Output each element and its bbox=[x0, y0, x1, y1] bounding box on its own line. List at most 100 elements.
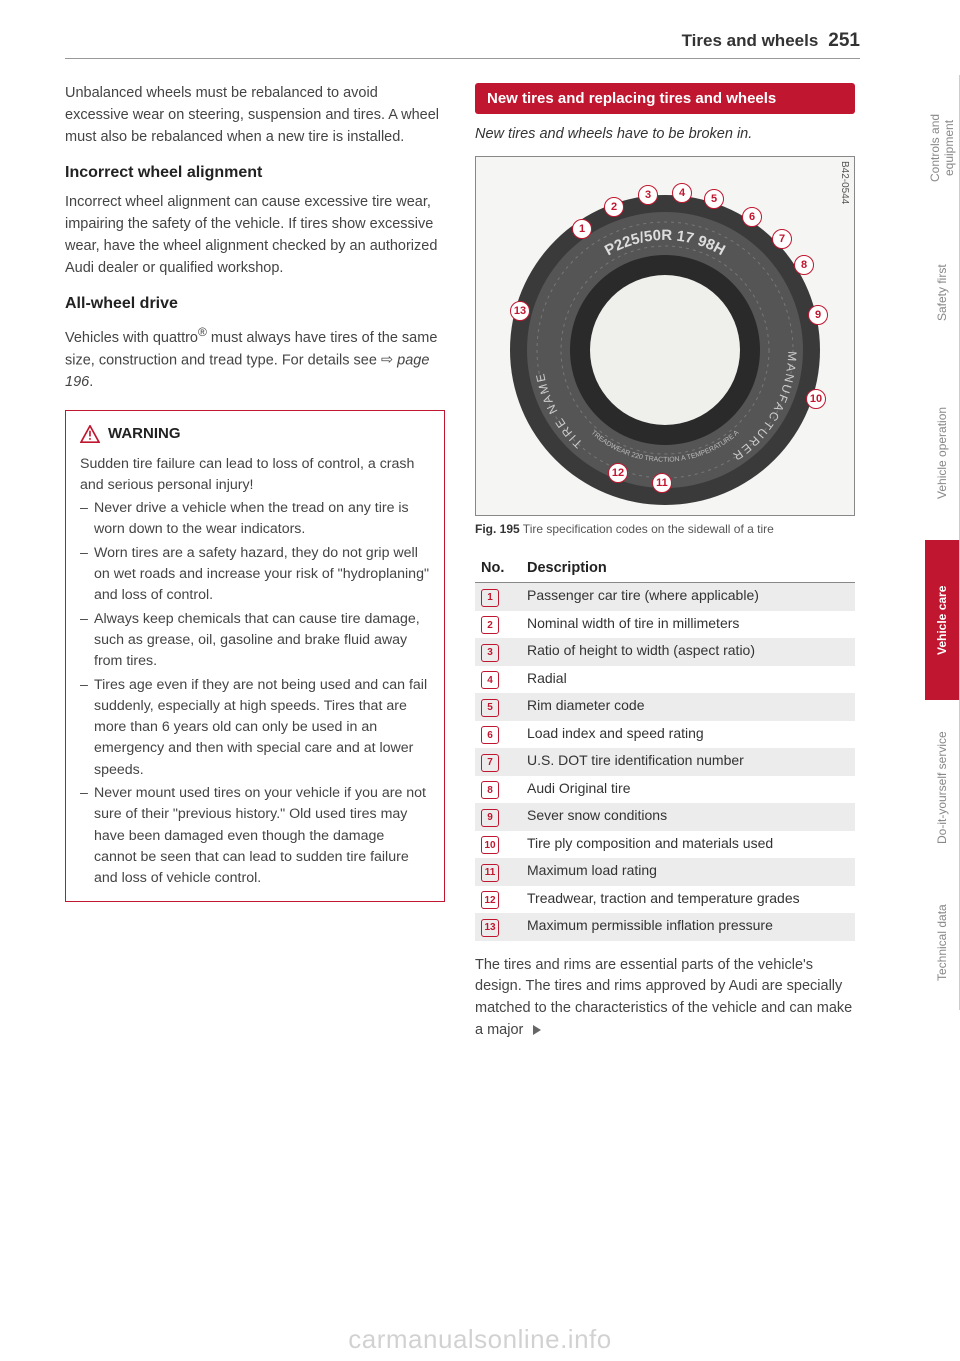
awd-text-a: Vehicles with quattro bbox=[65, 330, 198, 346]
cell-desc: Audi Original tire bbox=[521, 776, 855, 804]
side-tab[interactable]: Safety first bbox=[925, 220, 960, 365]
warning-triangle-icon bbox=[80, 425, 100, 443]
table-row: 5 Rim diameter code bbox=[475, 693, 855, 721]
callout-13: 13 bbox=[510, 301, 530, 321]
figure-caption-text: Tire specification codes on the sidewall… bbox=[520, 522, 774, 536]
lead-text: New tires and wheels have to be broken i… bbox=[475, 126, 855, 142]
cell-desc: Maximum permissible inflation pressure bbox=[521, 913, 855, 941]
th-desc: Description bbox=[521, 554, 855, 583]
cell-no: 3 bbox=[475, 638, 521, 666]
table-row: 6 Load index and speed rating bbox=[475, 721, 855, 749]
heading-awd: All-wheel drive bbox=[65, 295, 445, 313]
cell-desc: Ratio of height to width (aspect ratio) bbox=[521, 638, 855, 666]
warning-title: WARNING bbox=[108, 423, 181, 446]
para-alignment: Incorrect wheel alignment can cause exce… bbox=[65, 192, 445, 279]
figure-caption: Fig. 195 Tire specification codes on the… bbox=[475, 522, 855, 536]
row-number-badge: 8 bbox=[481, 781, 499, 799]
side-tab[interactable]: Vehicle care bbox=[925, 540, 960, 700]
warning-heading: WARNING bbox=[80, 423, 430, 446]
warning-item: Never drive a vehicle when the tread on … bbox=[80, 498, 430, 541]
warning-item: Tires age even if they are not being use… bbox=[80, 675, 430, 781]
row-number-badge: 9 bbox=[481, 809, 499, 827]
row-number-badge: 11 bbox=[481, 864, 499, 882]
row-number-badge: 12 bbox=[481, 891, 499, 909]
cell-no: 7 bbox=[475, 748, 521, 776]
closing-para: The tires and rims are essential parts o… bbox=[475, 955, 855, 1042]
row-number-badge: 6 bbox=[481, 726, 499, 744]
heading-alignment: Incorrect wheel alignment bbox=[65, 164, 445, 182]
table-row: 11 Maximum load rating bbox=[475, 858, 855, 886]
side-tab[interactable]: Technical data bbox=[925, 875, 960, 1010]
callout-8: 8 bbox=[794, 255, 814, 275]
row-number-badge: 2 bbox=[481, 616, 499, 634]
table-row: 12Treadwear, traction and temperature gr… bbox=[475, 886, 855, 914]
th-no: No. bbox=[475, 554, 521, 583]
row-number-badge: 4 bbox=[481, 671, 499, 689]
page-number: 251 bbox=[828, 30, 860, 52]
callout-6: 6 bbox=[742, 207, 762, 227]
warning-list: Never drive a vehicle when the tread on … bbox=[80, 498, 430, 889]
content-columns: Unbalanced wheels must be rebalanced to … bbox=[65, 83, 860, 1058]
cell-desc: Nominal width of tire in millimeters bbox=[521, 611, 855, 639]
cell-no: 13 bbox=[475, 913, 521, 941]
callout-5: 5 bbox=[704, 189, 724, 209]
row-number-badge: 13 bbox=[481, 919, 499, 937]
page-header: Tires and wheels 251 bbox=[65, 30, 860, 59]
link-arrow-icon: ⇨ bbox=[381, 350, 393, 372]
warning-item: Never mount used tires on your vehicle i… bbox=[80, 783, 430, 889]
figure-box: B42-0544 P225/50R 17 98H bbox=[475, 156, 855, 516]
para-awd: Vehicles with quattro® must always have … bbox=[65, 323, 445, 394]
cell-desc: Rim diameter code bbox=[521, 693, 855, 721]
cell-desc: Maximum load rating bbox=[521, 858, 855, 886]
figure-code: B42-0544 bbox=[839, 161, 850, 204]
callout-1: 1 bbox=[572, 219, 592, 239]
warning-item: Worn tires are a safety hazard, they do … bbox=[80, 543, 430, 607]
cell-no: 10 bbox=[475, 831, 521, 859]
watermark: carmanualsonline.info bbox=[0, 1324, 960, 1355]
section-bar: New tires and replacing tires and wheels bbox=[475, 83, 855, 114]
left-column: Unbalanced wheels must be rebalanced to … bbox=[65, 83, 445, 1058]
row-number-badge: 3 bbox=[481, 644, 499, 662]
cell-desc: Load index and speed rating bbox=[521, 721, 855, 749]
side-tab[interactable]: Vehicle operation bbox=[925, 365, 960, 540]
cell-desc: Sever snow conditions bbox=[521, 803, 855, 831]
table-row: 13 Maximum permissible inflation pressure bbox=[475, 913, 855, 941]
row-number-badge: 10 bbox=[481, 836, 499, 854]
table-row: 9 Sever snow conditions bbox=[475, 803, 855, 831]
warning-item: Always keep chemicals that can cause tir… bbox=[80, 609, 430, 673]
cell-no: 1 bbox=[475, 583, 521, 611]
figure-caption-num: Fig. 195 bbox=[475, 522, 520, 536]
warning-intro: Sudden tire failure can lead to loss of … bbox=[80, 454, 430, 497]
side-tabs: Controls and equipmentSafety firstVehicl… bbox=[925, 75, 960, 1010]
header-title: Tires and wheels bbox=[682, 31, 819, 51]
cell-no: 12 bbox=[475, 886, 521, 914]
right-column: New tires and replacing tires and wheels… bbox=[475, 83, 855, 1058]
callout-10: 10 bbox=[806, 389, 826, 409]
cell-desc: Passenger car tire (where applicable) bbox=[521, 583, 855, 611]
callout-7: 7 bbox=[772, 229, 792, 249]
callout-3: 3 bbox=[638, 185, 658, 205]
side-tab[interactable]: Do-it-yourself service bbox=[925, 700, 960, 875]
continue-arrow-icon bbox=[533, 1025, 541, 1035]
side-tab[interactable]: Controls and equipment bbox=[925, 75, 960, 220]
cell-desc: Radial bbox=[521, 666, 855, 694]
cell-no: 11 bbox=[475, 858, 521, 886]
row-number-badge: 1 bbox=[481, 589, 499, 607]
row-number-badge: 5 bbox=[481, 699, 499, 717]
table-row: 3 Ratio of height to width (aspect ratio) bbox=[475, 638, 855, 666]
callout-9: 9 bbox=[808, 305, 828, 325]
cell-no: 6 bbox=[475, 721, 521, 749]
callout-2: 2 bbox=[604, 197, 624, 217]
page: Tires and wheels 251 Unbalanced wheels m… bbox=[0, 0, 880, 1078]
callout-12: 12 bbox=[608, 463, 628, 483]
table-row: 10Tire ply composition and materials use… bbox=[475, 831, 855, 859]
warning-box: WARNING Sudden tire failure can lead to … bbox=[65, 410, 445, 902]
para-unbalanced: Unbalanced wheels must be rebalanced to … bbox=[65, 83, 445, 148]
closing-text: The tires and rims are essential parts o… bbox=[475, 957, 852, 1038]
callout-4: 4 bbox=[672, 183, 692, 203]
cell-no: 4 bbox=[475, 666, 521, 694]
description-table: No. Description 1 Passenger car tire (whe… bbox=[475, 554, 855, 941]
table-row: 7U.S. DOT tire identification number bbox=[475, 748, 855, 776]
row-number-badge: 7 bbox=[481, 754, 499, 772]
table-row: 2 Nominal width of tire in millimeters bbox=[475, 611, 855, 639]
